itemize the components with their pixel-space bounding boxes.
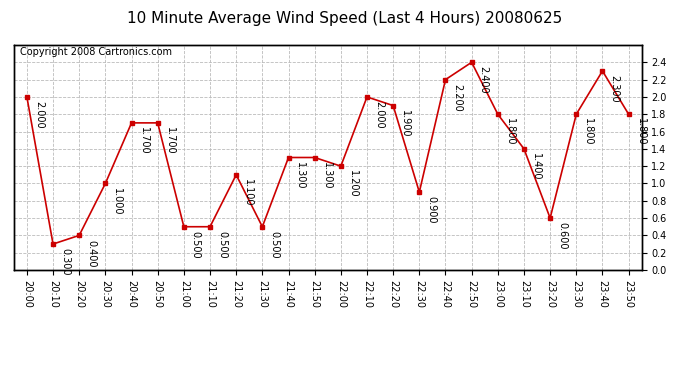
Text: 0.600: 0.600 bbox=[557, 222, 567, 250]
Text: 1.700: 1.700 bbox=[165, 127, 175, 154]
Text: 0.400: 0.400 bbox=[86, 240, 96, 267]
Text: 1.300: 1.300 bbox=[322, 162, 332, 189]
Text: 1.900: 1.900 bbox=[400, 110, 410, 137]
Text: 0.500: 0.500 bbox=[269, 231, 279, 258]
Text: 2.400: 2.400 bbox=[479, 66, 489, 94]
Text: 1.800: 1.800 bbox=[635, 118, 646, 146]
Text: 1.000: 1.000 bbox=[112, 188, 122, 215]
Text: 1.100: 1.100 bbox=[243, 179, 253, 207]
Text: 2.000: 2.000 bbox=[374, 101, 384, 129]
Text: 1.400: 1.400 bbox=[531, 153, 541, 180]
Text: 1.800: 1.800 bbox=[583, 118, 593, 146]
Text: 0.500: 0.500 bbox=[191, 231, 201, 258]
Text: 1.700: 1.700 bbox=[139, 127, 148, 154]
Text: 1.800: 1.800 bbox=[505, 118, 515, 146]
Text: 2.300: 2.300 bbox=[609, 75, 620, 103]
Text: 2.200: 2.200 bbox=[453, 84, 462, 111]
Text: 1.200: 1.200 bbox=[348, 170, 358, 198]
Text: 0.900: 0.900 bbox=[426, 196, 436, 224]
Text: 0.300: 0.300 bbox=[60, 248, 70, 276]
Text: 10 Minute Average Wind Speed (Last 4 Hours) 20080625: 10 Minute Average Wind Speed (Last 4 Hou… bbox=[128, 11, 562, 26]
Text: 2.000: 2.000 bbox=[34, 101, 44, 129]
Text: 0.500: 0.500 bbox=[217, 231, 227, 258]
Text: 1.300: 1.300 bbox=[295, 162, 306, 189]
Text: Copyright 2008 Cartronics.com: Copyright 2008 Cartronics.com bbox=[20, 47, 172, 57]
